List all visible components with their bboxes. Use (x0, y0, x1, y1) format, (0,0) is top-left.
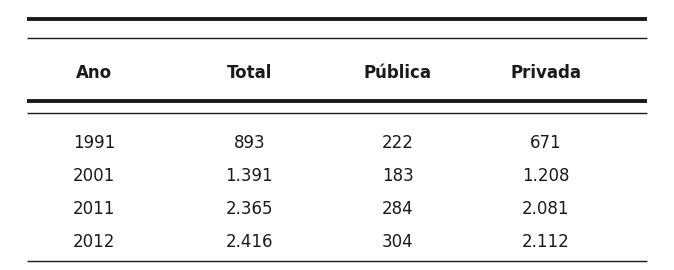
Text: 304: 304 (382, 233, 413, 251)
Text: 1991: 1991 (73, 134, 115, 152)
Text: 2012: 2012 (73, 233, 115, 251)
Text: 1.208: 1.208 (522, 167, 570, 185)
Text: 893: 893 (234, 134, 265, 152)
Text: Total: Total (226, 64, 272, 82)
Text: 2011: 2011 (73, 200, 115, 218)
Text: 222: 222 (381, 134, 414, 152)
Text: 671: 671 (530, 134, 561, 152)
Text: Ano: Ano (76, 64, 113, 82)
Text: 2.416: 2.416 (226, 233, 273, 251)
Text: 2001: 2001 (73, 167, 115, 185)
Text: 1.391: 1.391 (226, 167, 273, 185)
Text: 183: 183 (381, 167, 414, 185)
Text: 284: 284 (382, 200, 413, 218)
Text: 2.081: 2.081 (522, 200, 570, 218)
Text: Pública: Pública (364, 64, 431, 82)
Text: Privada: Privada (510, 64, 582, 82)
Text: 2.112: 2.112 (522, 233, 570, 251)
Text: 2.365: 2.365 (226, 200, 273, 218)
